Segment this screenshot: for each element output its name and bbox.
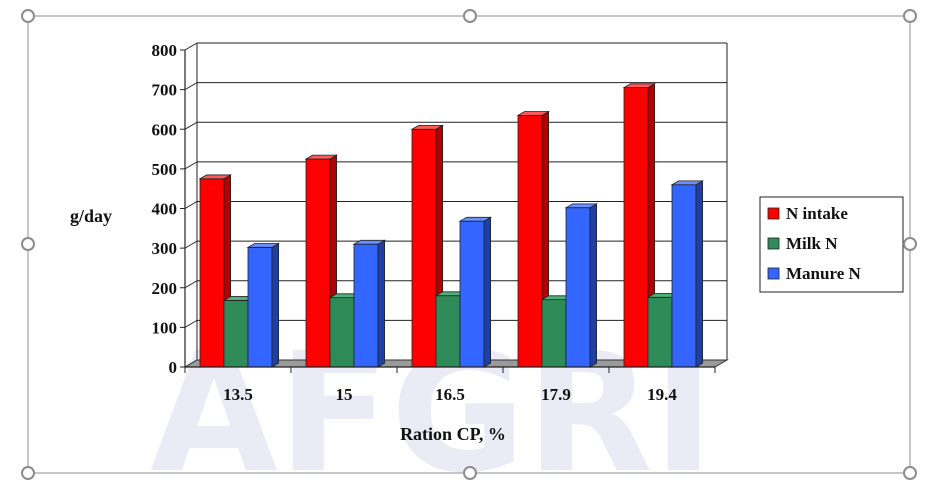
gridline-side <box>184 82 198 91</box>
legend-swatch <box>767 237 780 250</box>
legend-label: N intake <box>786 204 848 223</box>
bar-front <box>329 297 355 368</box>
bar-side <box>377 239 386 368</box>
y-tick-label: 700 <box>152 81 178 100</box>
bar-front <box>517 114 543 368</box>
bar-top <box>458 216 493 222</box>
bar-front <box>623 87 649 368</box>
resize-handle[interactable] <box>21 466 35 480</box>
bar-top <box>564 203 599 209</box>
y-axis-title: g/day <box>70 206 112 226</box>
resize-handle[interactable] <box>463 466 477 480</box>
bar-front <box>353 243 379 368</box>
gridline-side <box>184 201 198 209</box>
gridline-side <box>184 240 198 249</box>
legend: N intake Milk N Manure N <box>759 196 904 293</box>
bar-front <box>647 296 673 368</box>
x-tick-label: 17.9 <box>541 385 571 404</box>
y-tick-label: 600 <box>152 120 178 139</box>
legend-label: Manure N <box>786 264 861 283</box>
bar-top <box>410 125 445 130</box>
y-tick-label: 0 <box>169 358 178 377</box>
bar-front <box>223 300 249 368</box>
legend-box <box>759 196 904 293</box>
bar-front <box>199 178 225 368</box>
x-tick-label: 19.4 <box>647 385 677 404</box>
bar-front <box>411 128 437 368</box>
legend-swatch <box>767 207 780 220</box>
bar-side <box>695 180 703 368</box>
bar-top <box>246 243 281 248</box>
bar <box>564 203 599 368</box>
bar-top <box>198 174 233 180</box>
y-tick-label: 200 <box>152 279 178 298</box>
x-axis-title: Ration CP, % <box>400 424 506 444</box>
bar-front <box>541 299 567 368</box>
gridline-side <box>184 319 198 328</box>
gridline-side <box>184 121 198 130</box>
bar-front <box>459 220 485 368</box>
bar <box>198 174 233 368</box>
bar-front <box>435 295 461 368</box>
bar <box>352 239 387 368</box>
resize-handle[interactable] <box>903 466 917 480</box>
selection-frame[interactable] <box>21 9 917 480</box>
y-tick-label: 400 <box>152 200 178 219</box>
resize-handle[interactable] <box>21 9 35 23</box>
bar-side <box>589 203 597 368</box>
bar <box>410 124 445 368</box>
bar-top <box>304 154 339 160</box>
bar-top <box>516 111 551 116</box>
resize-handle[interactable] <box>903 237 917 251</box>
y-tick-label: 300 <box>152 239 178 258</box>
y-tick-label: 100 <box>152 318 178 337</box>
resize-handle[interactable] <box>21 237 35 251</box>
bar <box>458 216 493 368</box>
bar-side <box>271 242 280 368</box>
gridline-side <box>184 42 198 51</box>
y-tick-label: 500 <box>152 160 178 179</box>
x-tick-label: 15 <box>336 385 353 404</box>
bar-front <box>565 207 591 368</box>
legend-label: Milk N <box>786 234 838 253</box>
bar-top <box>622 83 657 89</box>
bar-top <box>670 180 705 186</box>
x-tick-label: 13.5 <box>223 385 253 404</box>
bar-front <box>305 158 331 368</box>
bars <box>198 83 705 368</box>
gridline-side <box>184 280 198 289</box>
resize-handle[interactable] <box>463 9 477 23</box>
y-tick-label: 800 <box>152 41 178 60</box>
bar-front <box>247 246 273 368</box>
bar-side <box>483 216 492 368</box>
resize-handle[interactable] <box>903 9 917 23</box>
legend-swatch <box>767 267 780 280</box>
bar <box>670 180 705 368</box>
gridline-side <box>184 161 198 170</box>
bar-top <box>352 239 387 245</box>
axes: 0 100 200 300 400 500 600 700 800 13.5 15 16.5 17.9 1… <box>152 41 716 404</box>
x-tick-label: 16.5 <box>435 385 465 404</box>
bar-front <box>671 184 697 368</box>
bar <box>246 242 281 368</box>
